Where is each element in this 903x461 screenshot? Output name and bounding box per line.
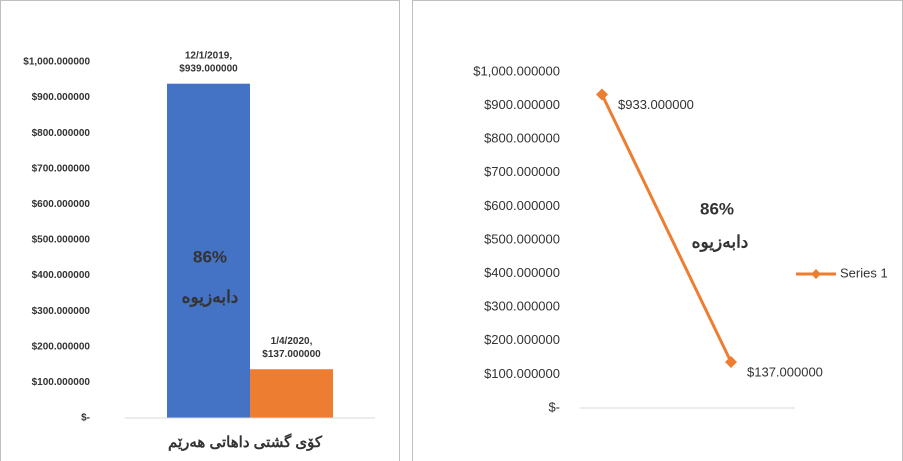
data-label: 1/4/2020, $137.000000: [262, 336, 321, 360]
y-tick-label: $600.000000: [484, 198, 560, 213]
legend-label: Series 1: [840, 265, 888, 280]
annotation: دابەزیوە: [692, 232, 749, 252]
data-label: $933.000000: [618, 97, 694, 112]
y-tick-label: $900.000000: [484, 97, 560, 112]
marker: [725, 355, 737, 368]
x-category-label: کۆی گشتی داهاتی هەرێم: [168, 433, 323, 451]
annotation: دابەزیوە: [182, 287, 239, 307]
bar-chart: $- $100.000000 $200.000000 $300.000000 $400.…: [23, 50, 375, 451]
y-tick-label: $700.000000: [32, 163, 91, 174]
legend-marker: [811, 269, 821, 279]
data-label: 12/1/2019, $939.000000: [179, 50, 238, 74]
y-tick-label: $-: [81, 413, 90, 424]
y-tick-label: $100.000000: [484, 366, 560, 381]
y-tick-label: $200.000000: [32, 341, 91, 352]
y-tick-label: $1,000.000000: [23, 57, 90, 68]
y-tick-label: $400.000000: [32, 270, 91, 281]
y-tick-label: $400.000000: [484, 265, 560, 280]
annotation: 86%: [193, 247, 227, 266]
y-tick-label: $500.000000: [32, 235, 91, 246]
left-chart-frame: [0, 0, 400, 461]
annotation: 86%: [700, 199, 734, 218]
y-tick-label: $800.000000: [484, 131, 560, 146]
y-tick-label: $500.000000: [484, 231, 560, 246]
marker: [596, 88, 608, 101]
y-tick-label: $100.000000: [32, 377, 91, 388]
y-tick-label: $200.000000: [484, 332, 560, 347]
y-tick-label: $1,000.000000: [473, 63, 560, 78]
y-tick-label: $-: [548, 399, 560, 414]
bar: [167, 83, 250, 418]
y-tick-label: $700.000000: [484, 164, 560, 179]
y-tick-label: $600.000000: [32, 199, 91, 210]
line: [600, 93, 733, 363]
y-tick-label: $900.000000: [32, 92, 91, 103]
bar: [250, 369, 333, 418]
y-tick-label: $300.000000: [32, 306, 91, 317]
line-chart: $- $100.000000 $200.000000 $300.000000 $400.…: [473, 63, 887, 414]
data-label: $137.000000: [747, 364, 823, 379]
y-tick-label: $800.000000: [32, 128, 91, 139]
y-tick-label: $300.000000: [484, 299, 560, 314]
